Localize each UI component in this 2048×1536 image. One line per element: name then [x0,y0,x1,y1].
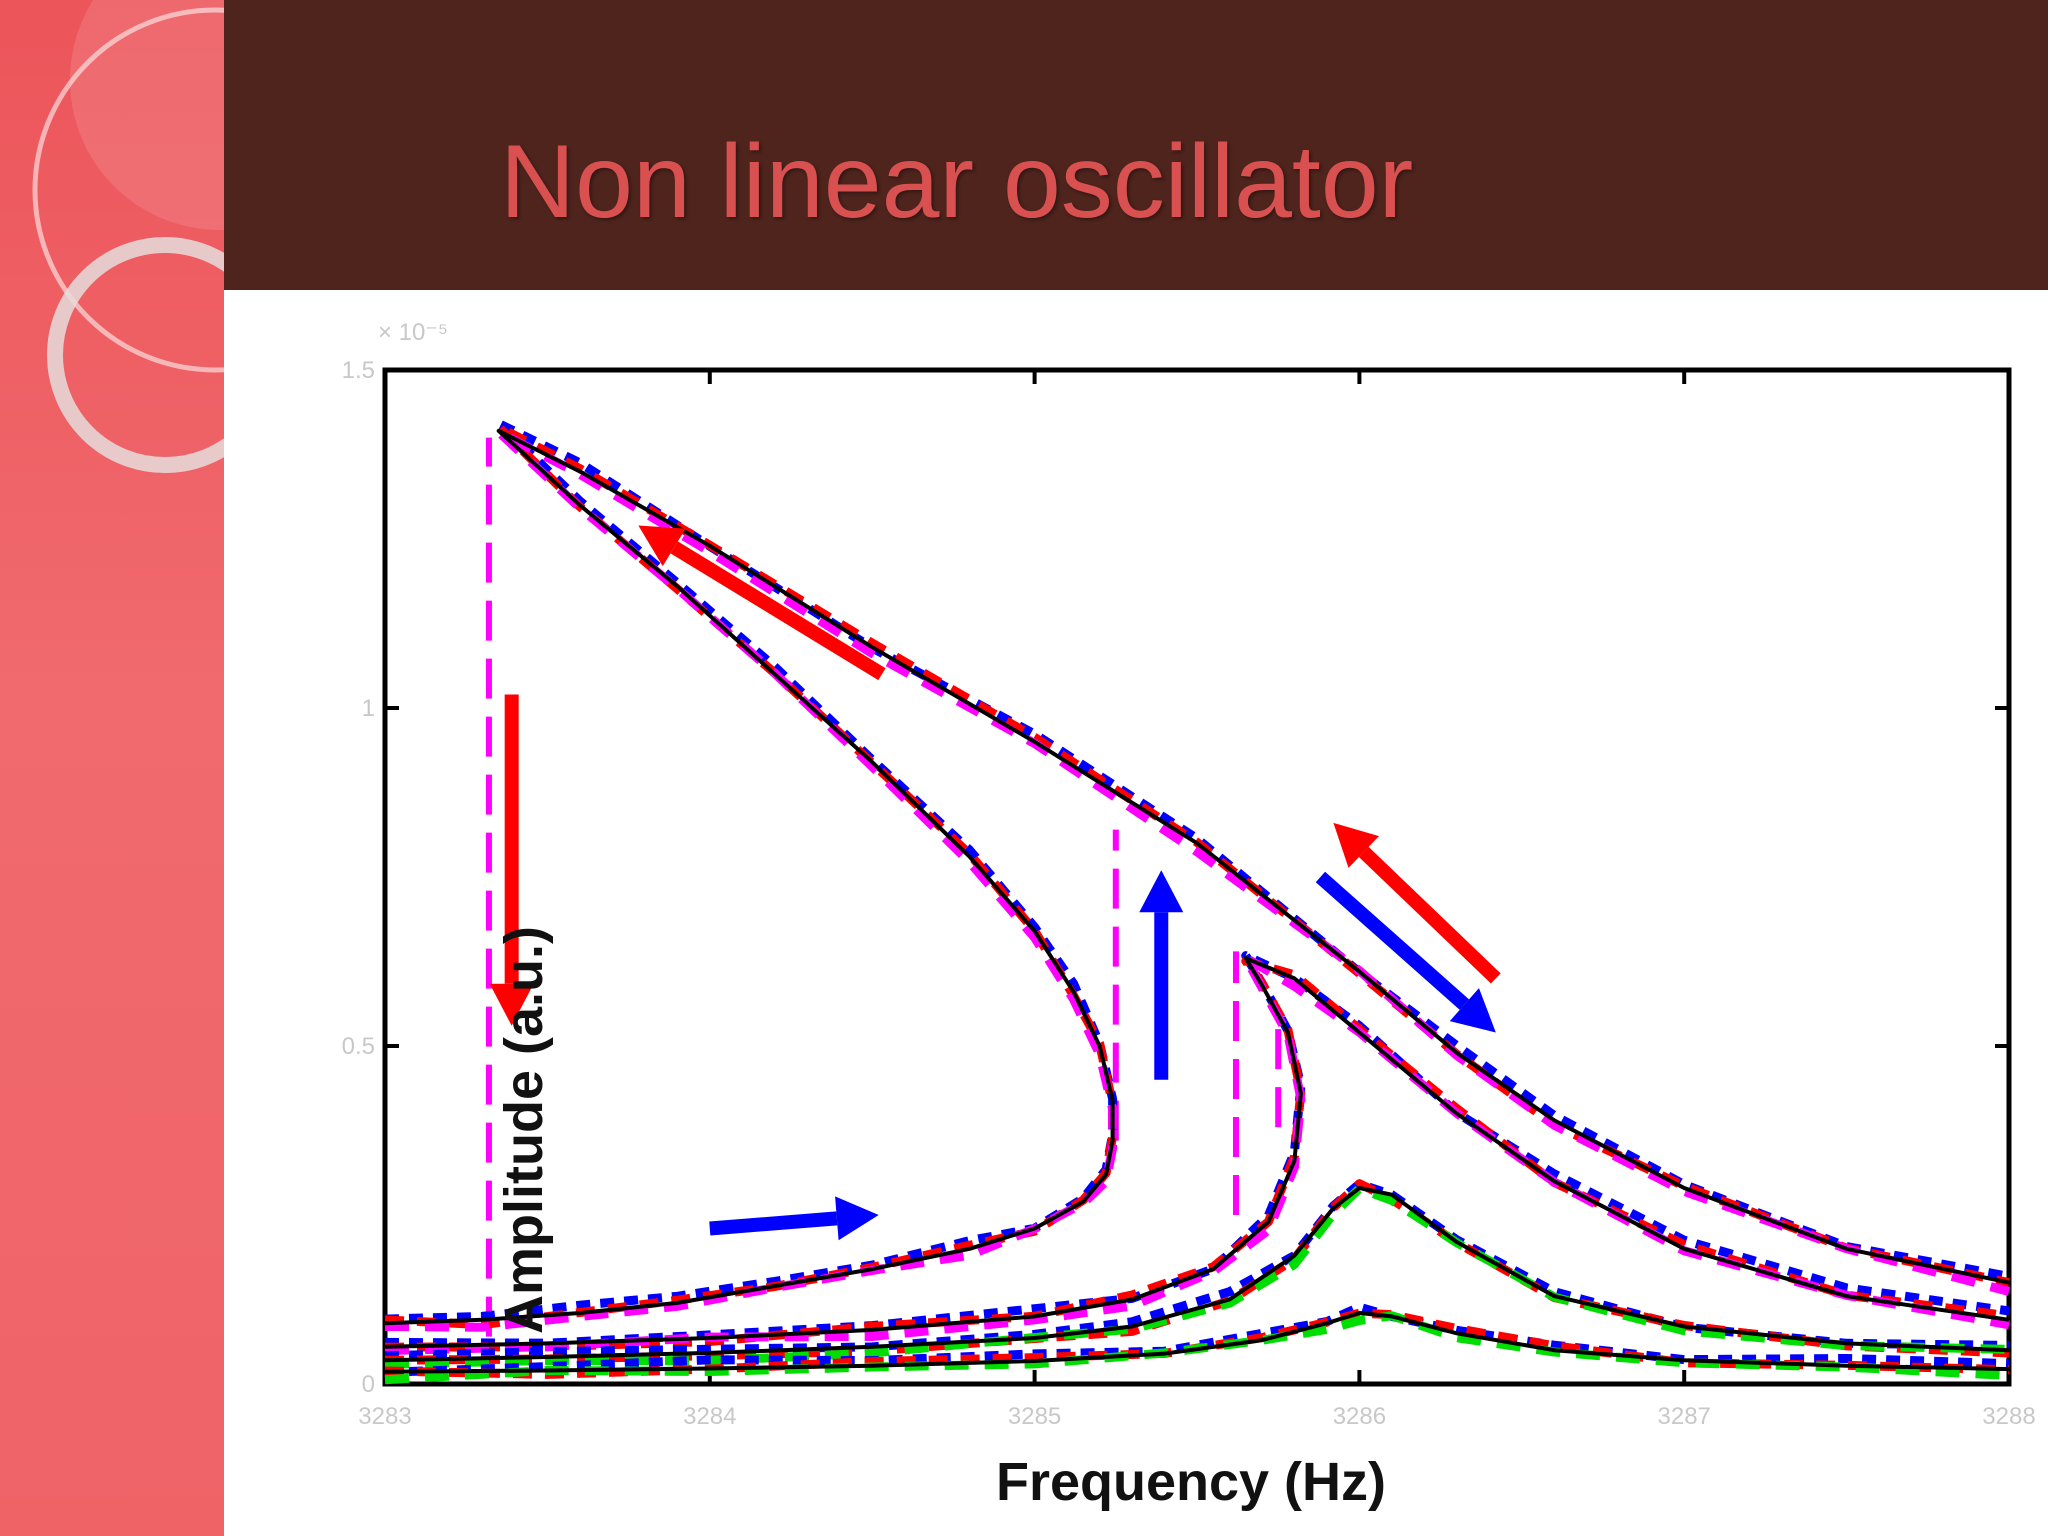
data-trace [384,427,2011,1332]
slide-title: Non linear oscillator [500,124,1414,240]
data-trace [384,1184,2010,1369]
sweep-arrow-head-icon [489,983,534,1026]
decorative-circles-icon [32,0,224,473]
y-axis-label: Amplitude (a.u.) [494,926,554,1334]
sweep-arrow-head-icon [1333,822,1379,868]
sweep-arrow-shaft [670,541,886,681]
title-bar [224,0,2048,290]
x-tick-label: 3284 [683,1403,736,1430]
y-tick-label: 0 [362,1371,375,1398]
sweep-arrow-shaft [1358,846,1501,984]
data-trace [384,956,2010,1352]
plot-frame [382,367,2012,1387]
sweep-arrow-head-icon [1449,988,1496,1033]
x-axis-label: Frequency (Hz) [996,1452,1386,1512]
data-trace [384,1311,2010,1385]
y-tick-label: 0.5 [342,1033,375,1060]
decorative-sidebar [0,0,224,1536]
sweep-arrow-shaft [709,1211,838,1236]
data-trace [384,422,2010,1330]
y-tick-label: 1.5 [342,357,375,384]
x-tick-label: 3287 [1658,1403,1711,1430]
theory-curve [384,956,2010,1349]
sweep-arrow-head-icon [638,525,686,567]
theory-curve [384,1311,2010,1374]
x-tick-label: 3285 [1008,1403,1061,1430]
x-tick-label: 3283 [358,1403,411,1430]
y-scale-label: × 10⁻⁵ [378,319,448,346]
sweep-arrow-head-icon [1139,870,1184,913]
data-trace [384,951,2010,1348]
sweep-arrow-head-icon [835,1196,879,1241]
x-tick-label: 3286 [1333,1403,1386,1430]
data-trace [384,419,2010,1324]
chart: 3283 3284 3285 3286 3287 3288 0 0.5 1 1.5 × 10⁻⁵ Fr… [224,290,2048,1536]
theory-curve [384,428,2010,1326]
x-tick-label: 3288 [1982,1403,2035,1430]
data-trace [384,953,2010,1356]
theory-curve [384,1186,2010,1363]
y-tick-label: 1 [362,695,375,722]
chart-svg: 3283 3284 3285 3286 3287 3288 0 0.5 1 1.5× 10⁻⁵ Fr… [342,319,2036,1512]
sweep-arrow-shaft [1315,871,1470,1010]
